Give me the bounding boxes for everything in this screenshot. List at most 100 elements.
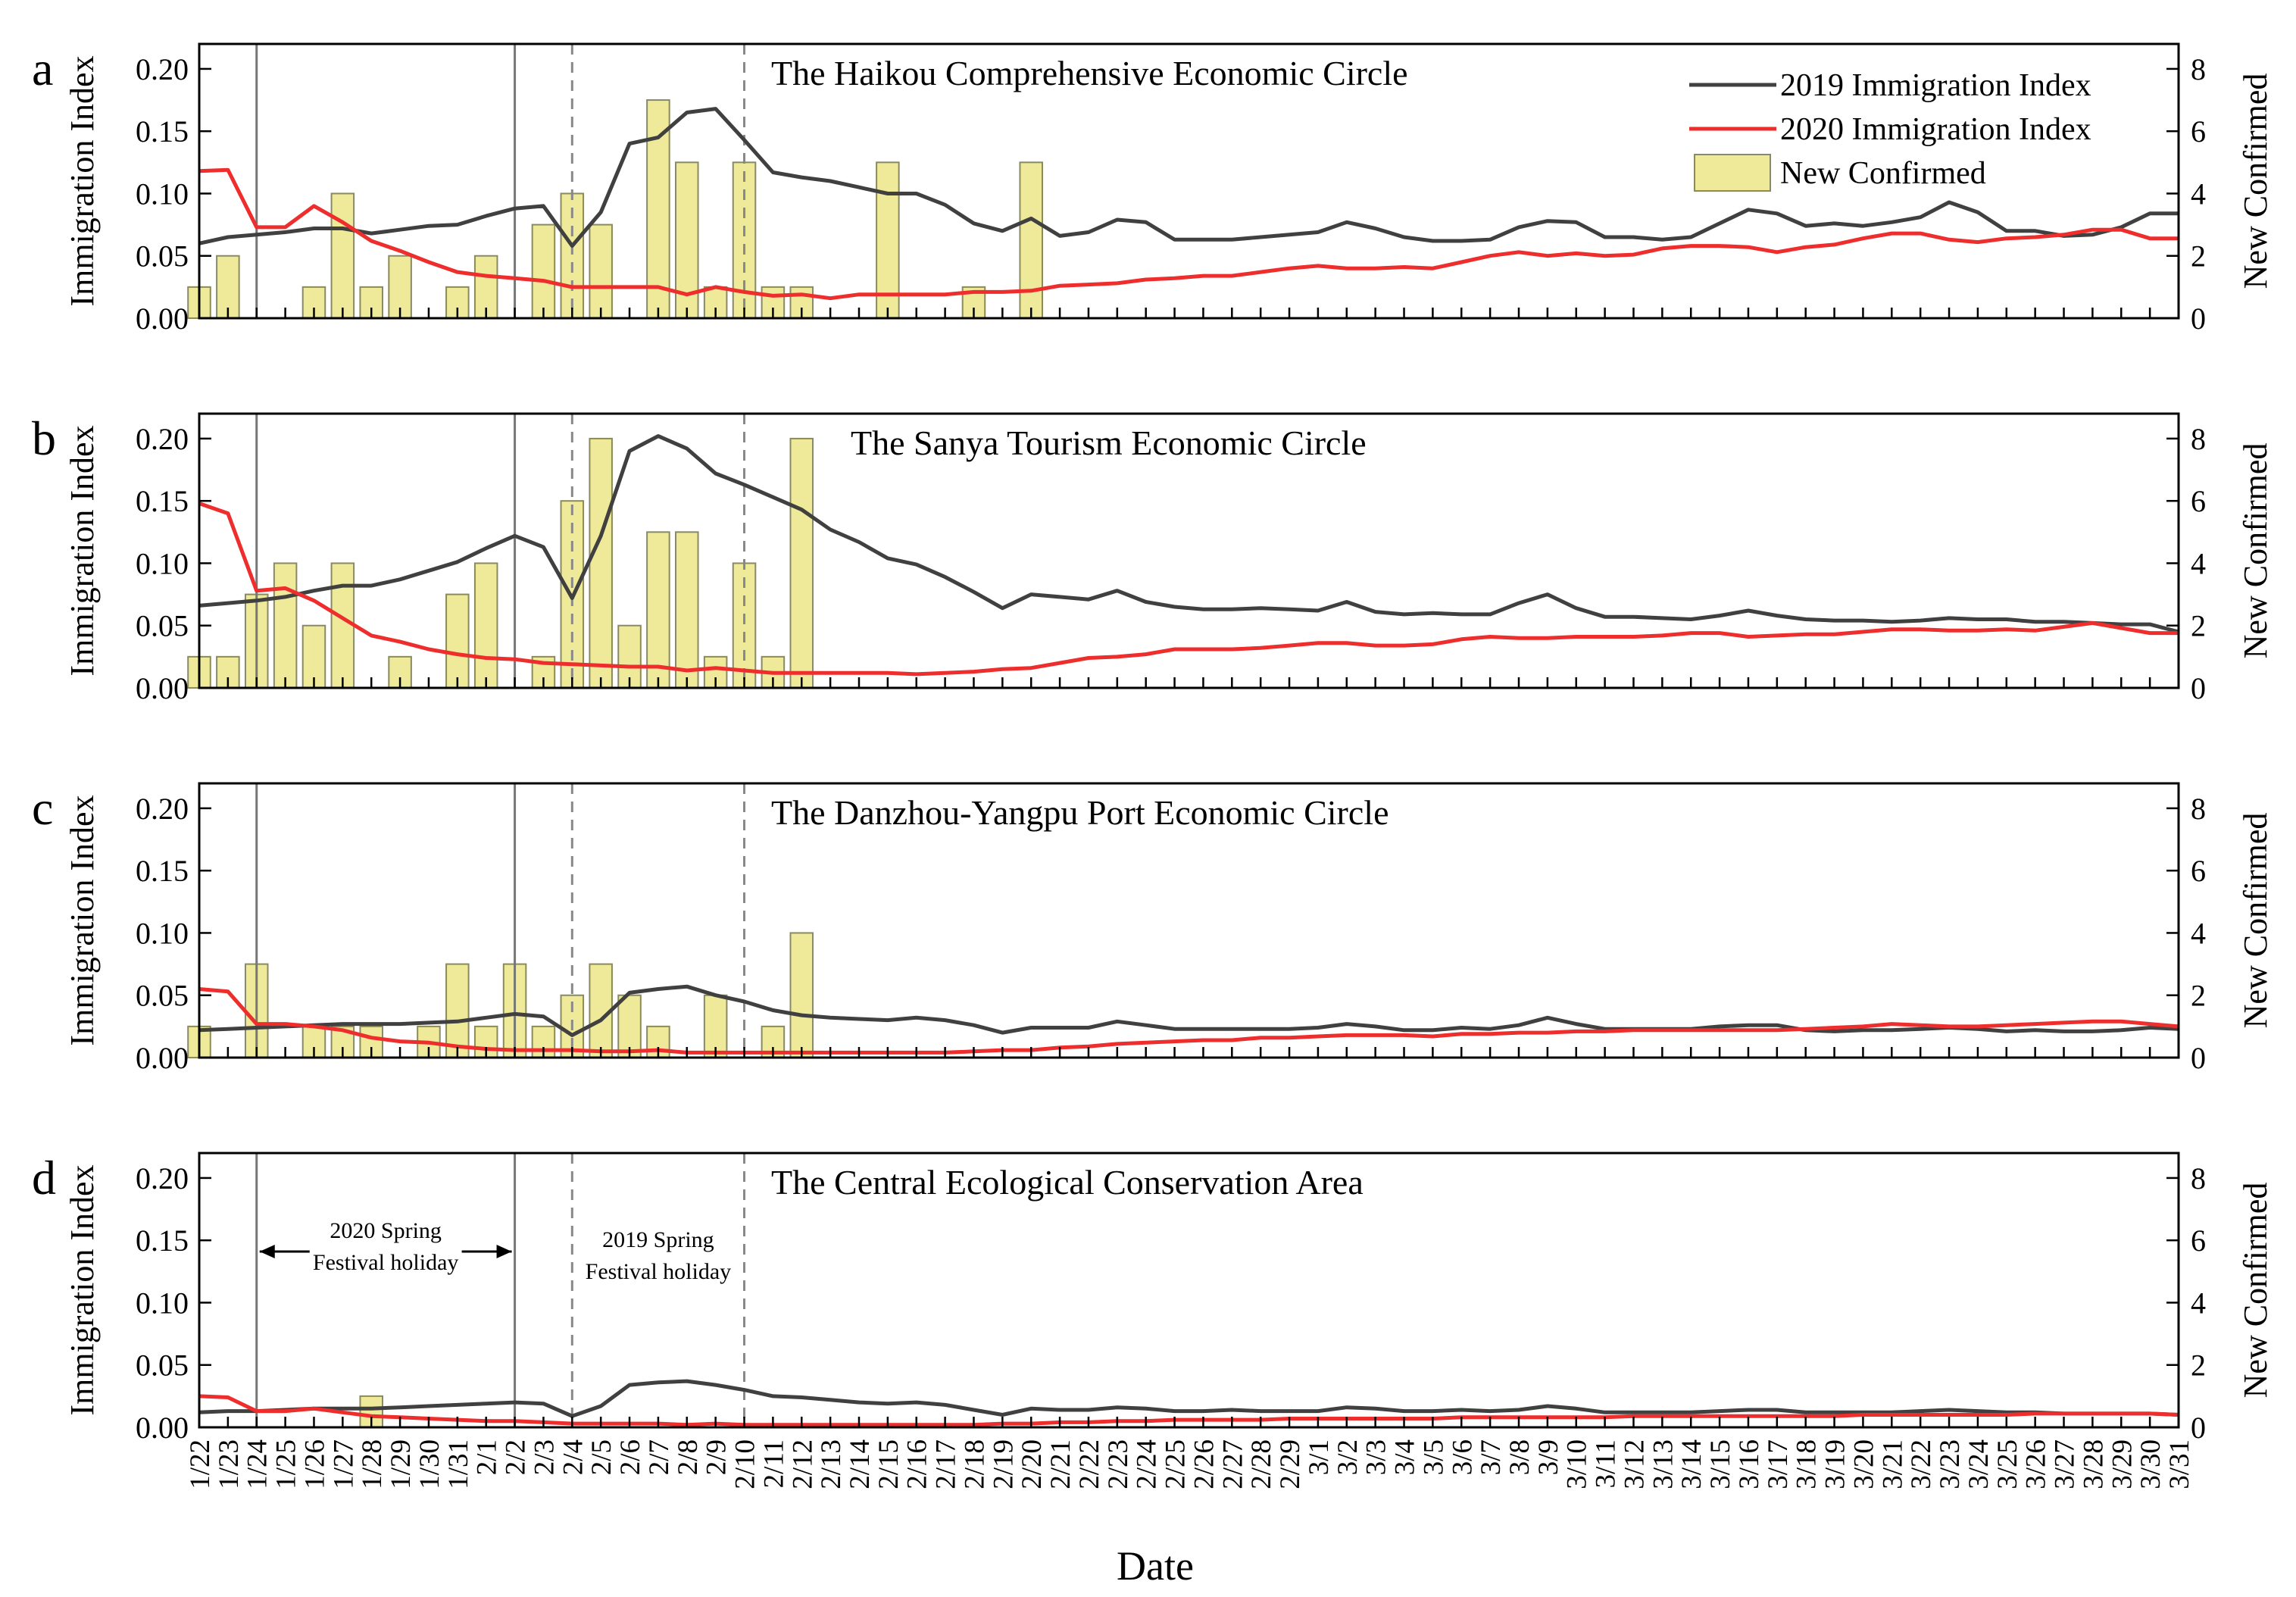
x-tick-label: 3/23: [1935, 1439, 1966, 1489]
left-tick-label: 0.00: [136, 1041, 189, 1075]
x-tick-label: 3/6: [1447, 1439, 1478, 1475]
right-tick-label: 2: [2191, 979, 2206, 1013]
x-tick-label: 3/3: [1361, 1439, 1392, 1475]
x-tick-label: 2/18: [959, 1439, 990, 1489]
right-tick-label: 8: [2191, 792, 2206, 826]
x-tick-label: 2/15: [873, 1439, 904, 1489]
x-tick-label: 2/24: [1132, 1439, 1163, 1489]
bar-new-confirmed: [445, 593, 470, 689]
x-tick-label: 3/2: [1332, 1439, 1364, 1475]
right-tick-label: 4: [2191, 1286, 2206, 1320]
x-tick-label: 3/13: [1648, 1439, 1679, 1489]
x-tick-label: 2/3: [529, 1439, 560, 1475]
left-tick-label: 0.20: [136, 422, 189, 456]
line-2019-immigration-index: [198, 984, 2179, 1037]
x-tick-label: 1/25: [271, 1439, 302, 1489]
x-tick-label: 2/2: [501, 1439, 532, 1475]
right-tick-label: 8: [2191, 1161, 2206, 1195]
x-tick-label: 1/26: [299, 1439, 330, 1489]
x-tick-label: 2/21: [1045, 1439, 1076, 1489]
right-tick-label: 0: [2191, 671, 2206, 705]
left-tick-label: 0.00: [136, 302, 189, 336]
x-tick-label: 3/18: [1792, 1439, 1823, 1489]
right-tick-label: 6: [2191, 114, 2206, 148]
legend-bars-swatch: [1694, 154, 1771, 192]
right-axis-title: New Confirmed: [2237, 813, 2274, 1029]
x-tick-label: 3/22: [1906, 1439, 1937, 1489]
left-tick-label: 0.10: [136, 916, 189, 950]
x-tick-label: 3/30: [2135, 1439, 2166, 1489]
left-tick-label: 0.15: [136, 484, 189, 518]
x-tick-label: 3/4: [1390, 1439, 1421, 1475]
x-tick-label: 3/21: [1877, 1439, 1908, 1489]
plot-frame: [198, 782, 2180, 1059]
left-axis-title: Immigration Index: [64, 425, 101, 676]
bar-new-confirmed: [589, 437, 613, 689]
x-tick-label: 3/16: [1734, 1439, 1765, 1489]
line-2020-immigration-index: [198, 167, 2179, 301]
right-tick-label: 8: [2191, 52, 2206, 86]
x-tick-label: 3/7: [1476, 1439, 1507, 1475]
bar-new-confirmed: [445, 963, 470, 1059]
x-tick-label: 2/9: [701, 1439, 733, 1475]
x-tick-label: 2/16: [902, 1439, 933, 1489]
left-axis-title: Immigration Index: [64, 55, 101, 306]
line-2019-immigration-index: [198, 107, 2179, 248]
x-tick-label: 3/10: [1562, 1439, 1593, 1489]
bar-new-confirmed: [589, 223, 613, 319]
x-tick-label: 1/22: [185, 1439, 216, 1489]
left-tick-label: 0.05: [136, 979, 189, 1013]
x-tick-label: 2/28: [1246, 1439, 1277, 1489]
right-axis-title: New Confirmed: [2237, 1183, 2274, 1399]
right-tick-label: 0: [2191, 1041, 2206, 1075]
right-tick-label: 2: [2191, 609, 2206, 643]
x-tick-labels: 1/221/231/241/251/261/271/281/291/301/31…: [185, 1439, 2195, 1489]
left-tick-label: 0.20: [136, 792, 189, 826]
x-tick-label: 3/20: [1848, 1439, 1879, 1489]
left-axis-title: Immigration Index: [64, 1164, 101, 1415]
plot-frame: [198, 412, 2180, 689]
x-tick-label: 2/10: [730, 1439, 761, 1489]
panel-letter: c: [32, 781, 53, 835]
x-tick-label: 3/28: [2078, 1439, 2109, 1489]
line-2019-immigration-index: [198, 434, 2179, 634]
x-tick-label: 1/24: [242, 1439, 273, 1489]
holiday-2020-label-1: 2020 Spring: [330, 1218, 442, 1243]
panel-letter: a: [32, 42, 53, 95]
x-tick-label: 3/12: [1619, 1439, 1650, 1489]
panel-a: 0.00 0.05 0.10 0.15 0.20 0 2 4 6 8 Immigration Ind…: [32, 42, 2274, 336]
right-tick-label: 0: [2191, 302, 2206, 336]
panel-title: The Haikou Comprehensive Economic Circle: [771, 54, 1408, 92]
bar-new-confirmed: [273, 562, 298, 689]
x-tick-label: 2/29: [1275, 1439, 1306, 1489]
arrow-left-head: [259, 1245, 275, 1258]
bar-new-confirmed: [789, 437, 814, 689]
bar-new-confirmed: [330, 562, 355, 689]
left-tick-label: 0.15: [136, 114, 189, 148]
right-tick-label: 0: [2191, 1411, 2206, 1445]
left-tick-label: 0.20: [136, 52, 189, 86]
right-tick-label: 4: [2191, 916, 2206, 950]
right-axis-title: New Confirmed: [2237, 443, 2274, 659]
x-tick-label: 2/19: [988, 1439, 1019, 1489]
panel-letter: d: [32, 1151, 56, 1205]
x-tick-label: 3/31: [2164, 1439, 2195, 1489]
left-tick-label: 0.10: [136, 177, 189, 211]
bar-new-confirmed: [646, 531, 670, 689]
left-axis-title: Immigration Index: [64, 795, 101, 1045]
right-tick-label: 8: [2191, 422, 2206, 456]
right-tick-label: 6: [2191, 1224, 2206, 1258]
left-tick-label: 0.10: [136, 546, 189, 580]
panel-c: 0.00 0.05 0.10 0.15 0.20 0 2 4 6 8 Immigration Ind…: [32, 781, 2274, 1075]
x-tick-label: 3/11: [1591, 1439, 1622, 1488]
panel-b: 0.00 0.05 0.10 0.15 0.20 0 2 4 6 8 Immigration Ind…: [32, 411, 2274, 705]
plot-frame: [198, 42, 2180, 320]
x-tick-label: 3/19: [1820, 1439, 1851, 1489]
bar-new-confirmed: [473, 562, 498, 689]
arrow-right-head: [496, 1245, 512, 1258]
right-tick-label: 2: [2191, 1349, 2206, 1383]
bar-new-confirmed: [330, 192, 355, 319]
left-tick-label: 0.10: [136, 1286, 189, 1320]
